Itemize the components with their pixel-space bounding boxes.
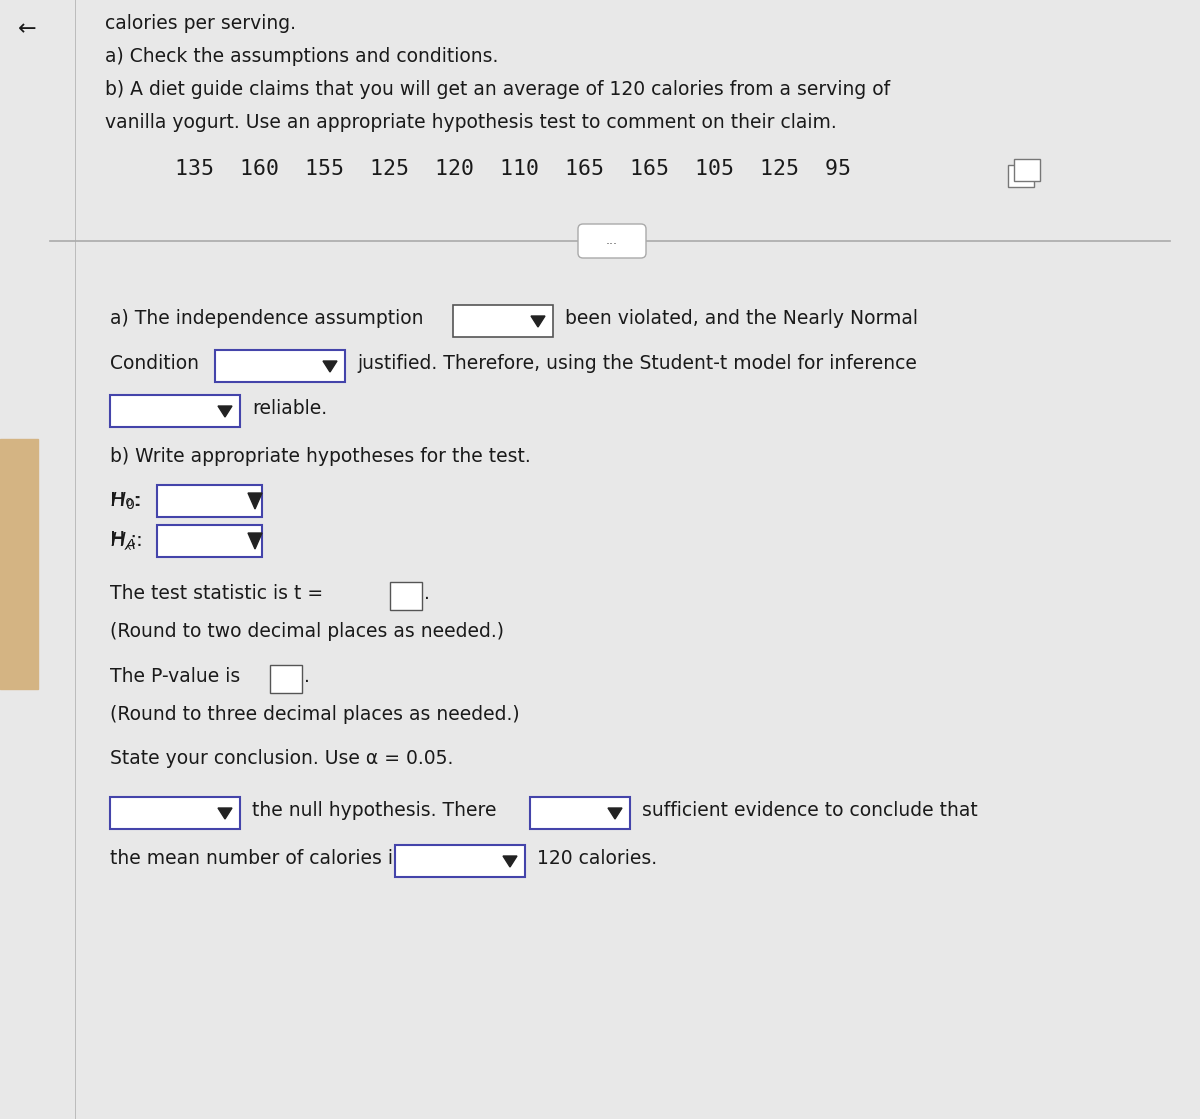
- Text: The P-value is: The P-value is: [110, 667, 240, 686]
- Text: ←: ←: [18, 19, 37, 39]
- Bar: [157, 525, 262, 557]
- Text: a) Check the assumptions and conditions.: a) Check the assumptions and conditions.: [106, 47, 498, 66]
- Bar: [74, 264, 1200, 1119]
- Polygon shape: [503, 856, 517, 867]
- Bar: [454, 305, 553, 337]
- Text: ...: ...: [606, 234, 618, 246]
- Bar: [157, 485, 262, 517]
- Polygon shape: [248, 533, 262, 549]
- Polygon shape: [530, 316, 545, 327]
- Text: The test statistic is t =: The test statistic is t =: [110, 584, 323, 603]
- Bar: [110, 395, 240, 427]
- Text: the null hypothesis. There: the null hypothesis. There: [252, 801, 497, 820]
- Polygon shape: [248, 493, 262, 509]
- Bar: [1014, 159, 1040, 181]
- Text: calories per serving.: calories per serving.: [106, 15, 296, 32]
- Text: the mean number of calories is: the mean number of calories is: [110, 849, 403, 868]
- Text: 135  160  155  125  120  110  165  165  105  125  95: 135 160 155 125 120 110 165 165 105 125 …: [175, 159, 851, 179]
- Text: H₀:: H₀:: [110, 491, 140, 510]
- Text: 120 calories.: 120 calories.: [538, 849, 658, 868]
- Text: (Round to two decimal places as needed.): (Round to two decimal places as needed.): [110, 622, 504, 641]
- Bar: [1008, 164, 1034, 187]
- Text: reliable.: reliable.: [252, 399, 328, 419]
- FancyBboxPatch shape: [578, 224, 646, 258]
- Text: State your conclusion. Use α = 0.05.: State your conclusion. Use α = 0.05.: [110, 749, 454, 768]
- Text: been violated, and the Nearly Normal: been violated, and the Nearly Normal: [565, 309, 918, 328]
- Bar: [0, 439, 38, 689]
- Polygon shape: [218, 808, 232, 819]
- Bar: [530, 797, 630, 829]
- Polygon shape: [218, 406, 232, 417]
- Text: vanilla yogurt. Use an appropriate hypothesis test to comment on their claim.: vanilla yogurt. Use an appropriate hypot…: [106, 113, 836, 132]
- Text: sufficient evidence to conclude that: sufficient evidence to conclude that: [642, 801, 978, 820]
- Polygon shape: [608, 808, 622, 819]
- Text: .: .: [424, 584, 430, 603]
- Bar: [270, 665, 302, 693]
- Text: $H_0$:: $H_0$:: [110, 491, 142, 513]
- Bar: [110, 797, 240, 829]
- Text: a) The independence assumption: a) The independence assumption: [110, 309, 424, 328]
- Text: (Round to three decimal places as needed.): (Round to three decimal places as needed…: [110, 705, 520, 724]
- Text: Condition: Condition: [110, 354, 199, 373]
- Text: .: .: [304, 667, 310, 686]
- Bar: [390, 582, 422, 610]
- Polygon shape: [323, 361, 337, 372]
- Bar: [215, 350, 346, 382]
- Text: H⁁:: H⁁:: [110, 532, 137, 551]
- Bar: [395, 845, 526, 877]
- Text: justified. Therefore, using the Student-t model for inference: justified. Therefore, using the Student-…: [358, 354, 917, 373]
- Text: b) Write appropriate hypotheses for the test.: b) Write appropriate hypotheses for the …: [110, 446, 530, 466]
- Text: $H_A$:: $H_A$:: [110, 532, 142, 553]
- Text: b) A diet guide claims that you will get an average of 120 calories from a servi: b) A diet guide claims that you will get…: [106, 79, 890, 98]
